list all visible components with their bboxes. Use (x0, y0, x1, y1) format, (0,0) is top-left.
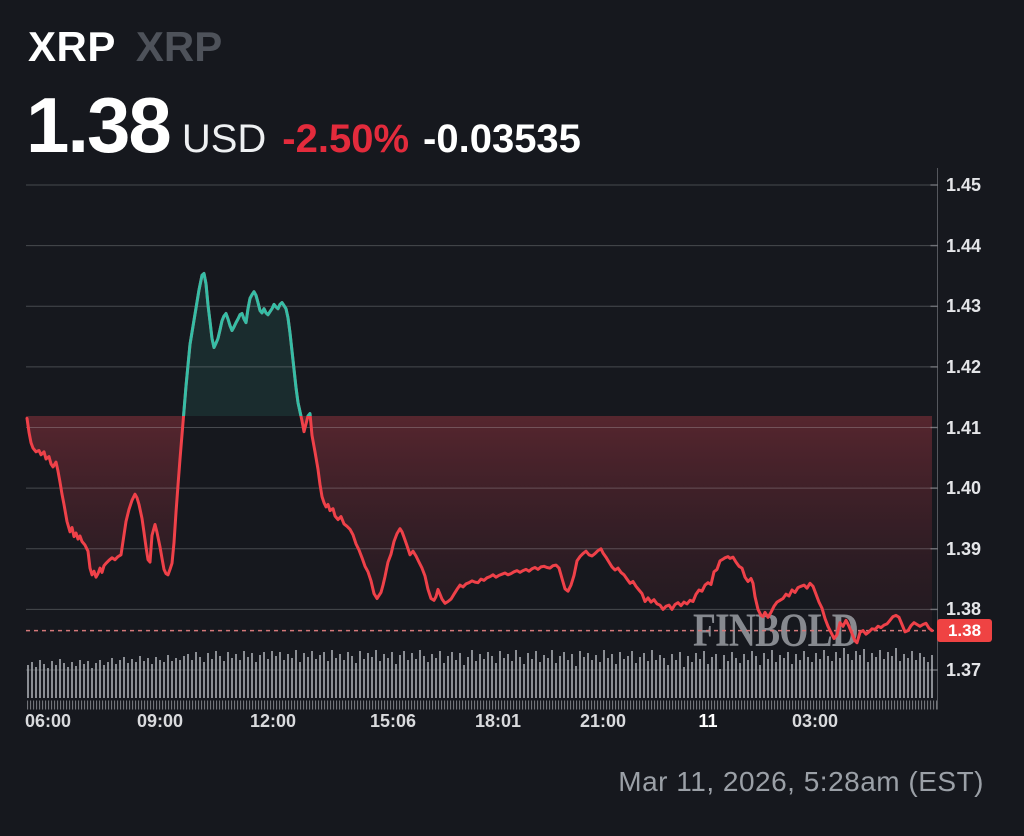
change-percent: -2.50% (282, 117, 410, 161)
asset-symbol: XRP (135, 23, 223, 70)
ticker-row: XRP XRP (28, 26, 222, 68)
x-axis-label: 18:01 (474, 711, 522, 731)
y-axis-label: 1.42 (946, 357, 982, 377)
x-axis-label: 12:00 (249, 711, 297, 731)
change-absolute: -0.03535 (423, 117, 581, 161)
y-axis-label: 1.41 (946, 418, 982, 438)
y-axis-label: 1.37 (946, 660, 982, 680)
x-axis-label: 21:00 (579, 711, 627, 731)
minor-time-ticks (26, 700, 938, 710)
price-row: 1.38 USD -2.50% -0.03535 (26, 86, 581, 164)
chart-timestamp: Mar 11, 2026, 5:28am (EST) (618, 766, 984, 797)
y-axis-label: 1.43 (946, 296, 982, 316)
price-value: 1.38 (26, 81, 172, 169)
price-currency: USD (181, 117, 267, 161)
x-axis-label: 03:00 (791, 711, 839, 731)
x-axis-label: 15:06 (369, 711, 417, 731)
x-axis-label: 11 (698, 711, 718, 731)
y-axis-label: 1.44 (946, 236, 982, 256)
asset-name: XRP (28, 23, 116, 70)
y-axis-label: 1.38 (946, 599, 982, 619)
y-axis-label: 1.40 (946, 478, 982, 498)
x-axis-label: 09:00 (136, 711, 184, 731)
y-axis-label: 1.45 (946, 175, 982, 195)
current-price-badge: 1.38 (937, 619, 992, 642)
y-axis-label: 1.39 (946, 539, 982, 559)
x-axis-label: 06:00 (24, 711, 72, 731)
price-line-red (25, 272, 934, 645)
